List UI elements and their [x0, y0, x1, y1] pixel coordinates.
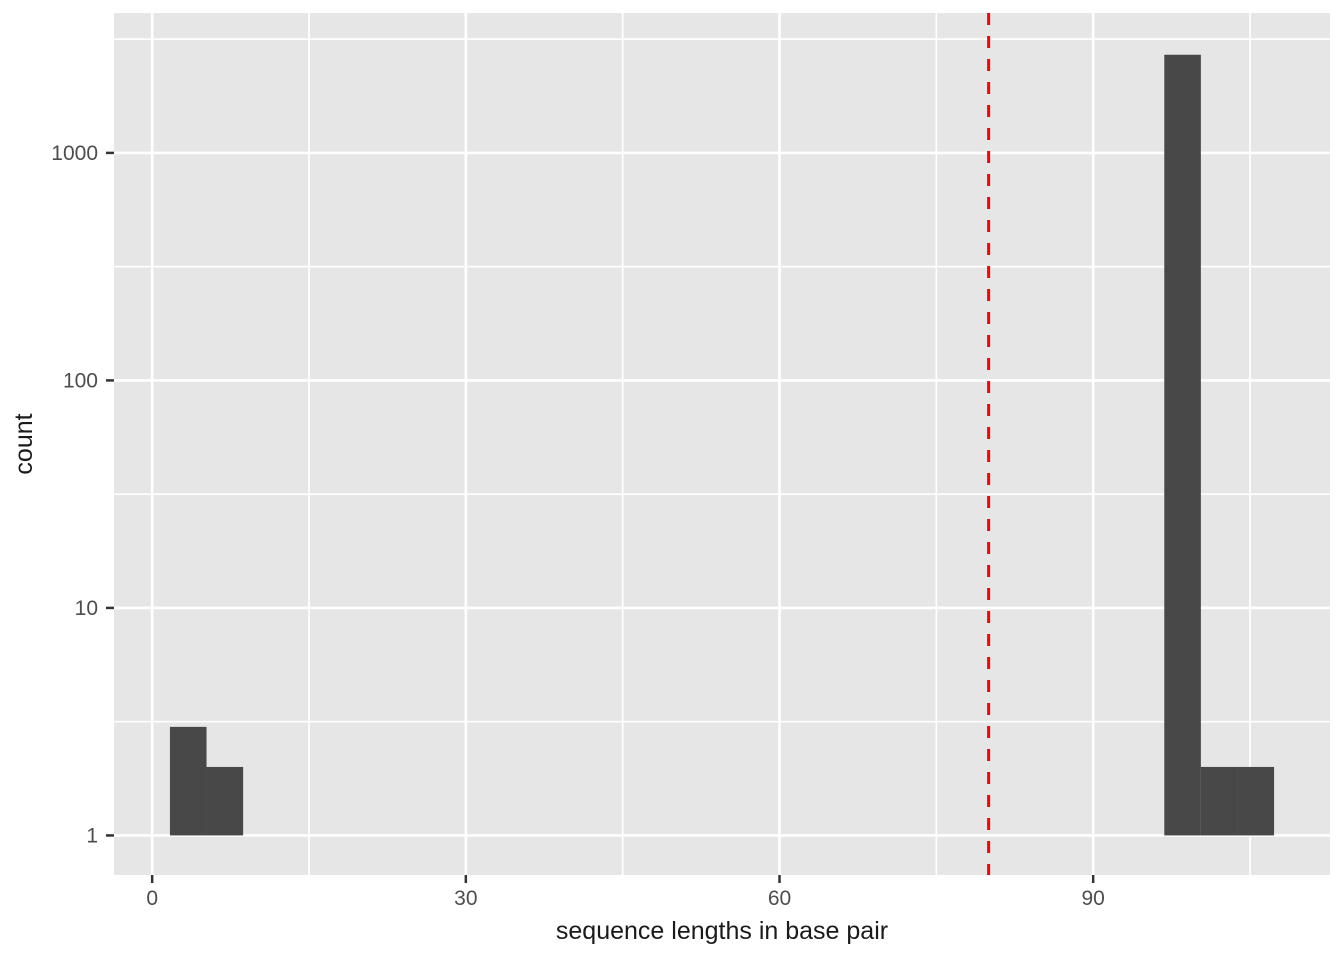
x-tick-label: 30: [454, 887, 477, 910]
histogram-bar: [1164, 54, 1201, 836]
plot-area: 0 30 60 90 1 10 100 1000: [51, 13, 1330, 910]
histogram-bar: [1237, 766, 1275, 836]
histogram-bar: [169, 726, 207, 836]
x-tick-label: 60: [768, 887, 791, 910]
y-tick-label: 1: [86, 824, 98, 847]
histogram-bar: [206, 766, 244, 836]
y-tick-label: 1000: [51, 142, 98, 165]
y-tick-label: 100: [63, 369, 98, 392]
y-tick-label: 10: [75, 597, 98, 620]
x-tick-label: 90: [1081, 887, 1104, 910]
x-axis-title: sequence lengths in base pair: [556, 917, 888, 945]
plot-panel: [114, 13, 1330, 875]
x-tick-label: 0: [146, 887, 158, 910]
histogram-bar: [1200, 766, 1238, 836]
y-axis-title: count: [10, 413, 38, 474]
